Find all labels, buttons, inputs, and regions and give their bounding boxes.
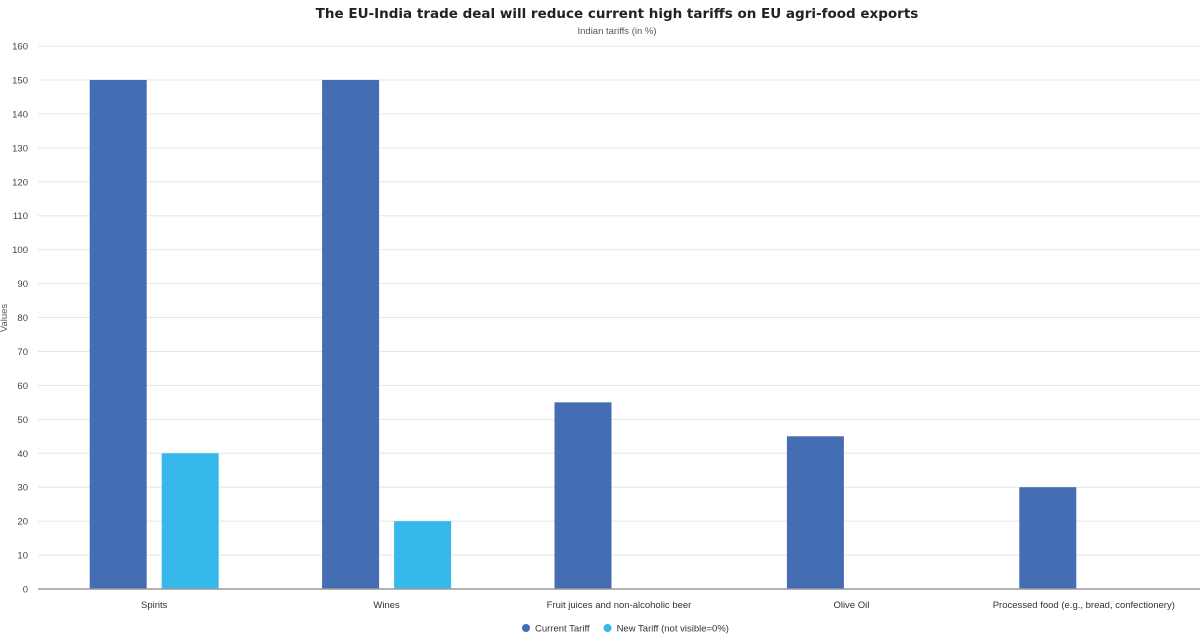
x-axis-categories: Spirits Wines Fruit juices and non-alcohol… xyxy=(141,600,1175,611)
y-tick-label: 30 xyxy=(17,483,28,494)
y-tick-label: 150 xyxy=(12,75,28,86)
y-tick-label: 140 xyxy=(12,109,28,120)
y-tick-label: 0 xyxy=(23,585,28,596)
legend-marker-icon xyxy=(603,624,612,632)
bar[interactable] xyxy=(1019,487,1077,589)
y-tick-label: 160 xyxy=(12,42,28,53)
legend[interactable]: Current Tariff New Tariff (not visible=0%… xyxy=(522,624,729,635)
legend-item[interactable]: Current Tariff xyxy=(522,624,590,635)
y-tick-label: 60 xyxy=(17,381,28,392)
x-category-label: Fruit juices and non-alcoholic beer xyxy=(547,600,692,611)
bar[interactable] xyxy=(554,402,612,589)
x-category-label: Processed food (e.g., bread, confectione… xyxy=(993,600,1175,611)
bars xyxy=(89,79,1077,589)
y-tick-label: 90 xyxy=(17,279,28,290)
y-axis-label: Values xyxy=(0,304,10,333)
legend-label: New Tariff (not visible=0%) xyxy=(617,624,729,635)
x-category-label: Olive Oil xyxy=(833,600,869,611)
y-tick-label: 110 xyxy=(13,211,28,222)
bar[interactable] xyxy=(322,79,380,589)
y-tick-label: 100 xyxy=(12,245,28,256)
y-tick-label: 120 xyxy=(12,177,28,188)
chart-title: The EU-India trade deal will reduce curr… xyxy=(316,6,919,22)
y-tick-label: 40 xyxy=(17,449,28,460)
chart-subtitle: Indian tariffs (in %) xyxy=(577,26,656,37)
y-tick-label: 130 xyxy=(12,143,28,154)
y-tick-label: 10 xyxy=(17,551,28,562)
bar[interactable] xyxy=(89,79,147,589)
bar[interactable] xyxy=(786,436,844,589)
x-category-label: Spirits xyxy=(141,600,168,611)
gridlines xyxy=(38,45,1200,556)
y-tick-label: 20 xyxy=(17,517,28,528)
legend-marker-icon xyxy=(522,624,530,632)
legend-item[interactable]: New Tariff (not visible=0%) xyxy=(603,624,729,635)
y-tick-label: 50 xyxy=(17,415,28,426)
y-tick-label: 70 xyxy=(17,347,28,358)
x-category-label: Wines xyxy=(373,600,400,611)
y-tick-label: 80 xyxy=(17,313,28,324)
bar[interactable] xyxy=(161,453,219,589)
y-axis-ticks: 0 10 20 30 40 50 60 70 80 90 100 110 120 130 140 150 160 xyxy=(12,42,28,596)
bar[interactable] xyxy=(394,521,452,589)
legend-label: Current Tariff xyxy=(535,624,590,635)
